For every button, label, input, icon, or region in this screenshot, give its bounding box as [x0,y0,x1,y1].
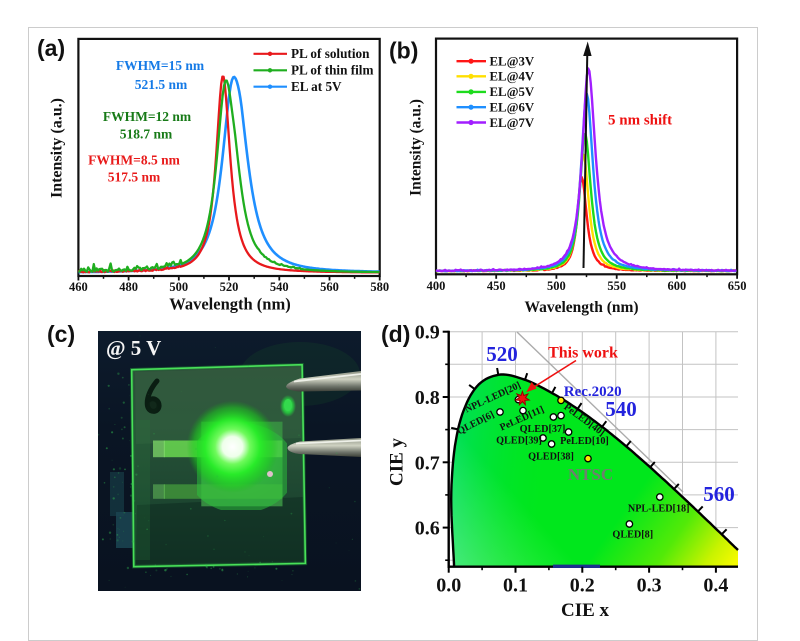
svg-text:560: 560 [703,482,735,506]
svg-text:PL of solution: PL of solution [291,46,370,61]
svg-text:Intensity (a.u.): Intensity (a.u.) [408,99,425,196]
svg-text:600: 600 [668,279,687,293]
svg-text:500: 500 [169,280,188,294]
svg-text:650: 650 [728,279,747,293]
svg-text:FWHM=15 nm: FWHM=15 nm [116,58,205,73]
svg-text:Rec.2020: Rec.2020 [564,384,622,400]
svg-text:EL@6V: EL@6V [490,101,535,115]
svg-text:PeLED[10]: PeLED[10] [560,436,609,447]
svg-text:5 nm shift: 5 nm shift [608,113,672,129]
svg-text:520: 520 [486,342,518,366]
svg-text:0.1: 0.1 [503,575,528,597]
svg-text:400: 400 [427,279,446,293]
svg-text:460: 460 [69,280,88,294]
svg-text:PL of thin film: PL of thin film [291,63,373,78]
svg-text:CIE x: CIE x [561,600,610,621]
svg-text:517.5 nm: 517.5 nm [108,170,161,185]
svg-text:0.6: 0.6 [415,518,440,540]
svg-text:FWHM=8.5 nm: FWHM=8.5 nm [88,153,180,168]
svg-text:550: 550 [607,279,626,293]
svg-text:EL@4V: EL@4V [490,70,535,84]
svg-text:QLED[39]: QLED[39] [496,436,542,447]
svg-text:QLED[38]: QLED[38] [528,452,574,463]
svg-text:0.4: 0.4 [703,575,728,597]
svg-text:0.2: 0.2 [570,575,595,597]
svg-text:580: 580 [370,280,389,294]
svg-text:@ 5 V: @ 5 V [106,336,161,360]
svg-text:Intensity (a.u.): Intensity (a.u.) [49,98,66,198]
svg-text:518.7 nm: 518.7 nm [120,127,173,142]
svg-text:This work: This work [548,345,618,362]
svg-text:540: 540 [270,280,289,294]
svg-text:CIE y: CIE y [387,437,408,486]
svg-text:(c): (c) [47,321,75,347]
svg-text:NPL-LED[18]: NPL-LED[18] [628,504,690,515]
svg-text:EL at 5V: EL at 5V [291,79,342,94]
svg-text:0.8: 0.8 [415,387,440,409]
svg-text:520: 520 [220,280,239,294]
svg-text:0.9: 0.9 [415,322,440,344]
svg-text:EL@7V: EL@7V [490,116,535,130]
svg-text:Wavelength (nm): Wavelength (nm) [524,299,638,316]
svg-text:500: 500 [547,279,566,293]
svg-text:480: 480 [119,280,138,294]
svg-text:450: 450 [487,279,506,293]
svg-text:(d): (d) [381,321,410,347]
svg-text:FWHM=12 nm: FWHM=12 nm [103,109,192,124]
svg-text:(b): (b) [389,38,418,64]
svg-text:QLED[37]: QLED[37] [520,424,566,435]
svg-text:EL@3V: EL@3V [490,55,535,69]
svg-text:0.3: 0.3 [637,575,662,597]
svg-text:(a): (a) [37,35,65,61]
svg-text:0.7: 0.7 [415,452,440,474]
svg-text:0.0: 0.0 [436,575,461,597]
svg-text:QLED[8]: QLED[8] [612,530,653,541]
svg-text:EL@5V: EL@5V [490,85,535,99]
svg-text:Wavelength (nm): Wavelength (nm) [169,295,290,314]
svg-text:NTSC: NTSC [568,465,613,484]
svg-text:540: 540 [605,397,637,421]
svg-text:521.5 nm: 521.5 nm [135,77,188,92]
svg-text:560: 560 [320,280,339,294]
